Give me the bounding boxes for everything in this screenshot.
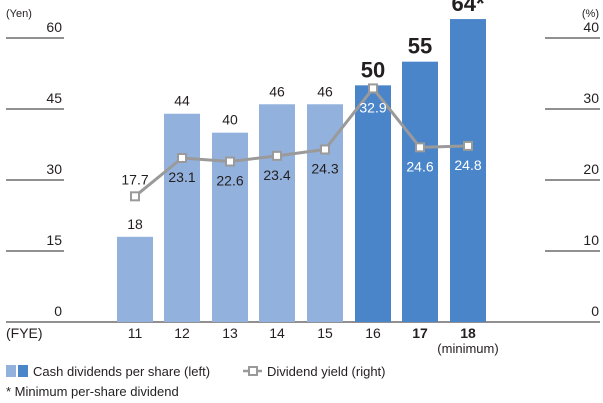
yield-value-label: 32.9	[359, 99, 386, 115]
yield-value-label: 17.7	[121, 171, 148, 187]
right-tick-label: 10	[583, 232, 599, 248]
labels-layer: 18 44 40 46 46 50 55 64* 17.7 23.1 22.6 23.4 24.3 32.…	[121, 0, 485, 232]
yield-value-label: 24.8	[454, 157, 481, 173]
yield-value-label: 22.6	[216, 173, 243, 189]
bar-value-label: 18	[127, 216, 143, 232]
bars-layer	[117, 19, 486, 323]
bar-value-label: 46	[269, 83, 285, 99]
bar-value-label: 44	[174, 93, 190, 109]
legend-swatch-light	[6, 365, 16, 377]
left-tick-label: 0	[54, 303, 62, 319]
legend-line-label: Dividend yield (right)	[267, 364, 386, 379]
left-axis-unit: (Yen)	[6, 8, 32, 20]
bar-16	[355, 85, 391, 322]
left-tick-label: 45	[46, 90, 62, 106]
left-tick-label: 60	[46, 19, 62, 35]
bar-11	[117, 236, 153, 322]
yield-value-label: 24.3	[311, 160, 338, 176]
x-tick-label: 16	[365, 325, 381, 341]
line-layer	[130, 83, 473, 202]
right-tick-label: 0	[591, 303, 599, 319]
bar-14	[259, 104, 295, 323]
bar-12	[164, 113, 200, 322]
right-tick-label: 40	[583, 19, 599, 35]
x-sublabel: (minimum)	[437, 341, 498, 356]
yield-value-label: 23.4	[263, 167, 290, 183]
yield-marker-12	[177, 152, 187, 163]
yield-marker-15	[320, 144, 330, 155]
right-tick-label: 20	[583, 161, 599, 177]
x-tick-label: 17	[412, 325, 428, 341]
x-tick-label: 11	[128, 325, 143, 341]
bar-value-label: 50	[361, 57, 385, 82]
footnote: * Minimum per-share dividend	[6, 384, 179, 399]
yield-marker-13	[225, 156, 235, 167]
x-axis-label: (FYE)	[6, 325, 43, 341]
x-tick-label: 12	[174, 325, 190, 341]
bar-18	[450, 19, 486, 323]
yield-marker-18	[463, 140, 473, 151]
x-tick-label: 14	[269, 325, 285, 341]
yield-value-label: 24.6	[406, 158, 433, 174]
bar-value-label: 64*	[451, 0, 484, 16]
bar-value-label: 40	[222, 112, 238, 128]
yield-marker-14	[272, 150, 282, 161]
right-tick-label: 30	[583, 90, 599, 106]
yield-value-label: 23.1	[168, 169, 195, 185]
yield-marker-16	[368, 83, 378, 94]
legend-marker-swatch	[248, 366, 258, 376]
legend-bar-label: Cash dividends per share (left)	[33, 364, 210, 379]
bar-17	[402, 61, 438, 323]
axes-layer: (Yen) (%) 60 45 30 15 0 40 30 20 10 0 (FYE) 11 12 13 14 1…	[6, 8, 600, 356]
left-tick-label: 30	[46, 161, 62, 177]
legend: Cash dividends per share (left) Dividend …	[6, 364, 386, 399]
left-tick-label: 15	[46, 232, 62, 248]
right-axis-unit: (%)	[582, 8, 599, 20]
legend-swatch-dark	[18, 365, 28, 377]
x-tick-label: 15	[317, 325, 333, 341]
bar-value-label: 46	[317, 83, 333, 99]
bar-15	[307, 104, 343, 323]
yield-marker-11	[130, 191, 140, 202]
yield-line	[134, 85, 469, 198]
x-tick-label: 13	[222, 325, 238, 341]
bar-value-label: 55	[408, 34, 432, 59]
yield-marker-17	[415, 142, 425, 153]
x-tick-label: 18	[460, 325, 476, 341]
